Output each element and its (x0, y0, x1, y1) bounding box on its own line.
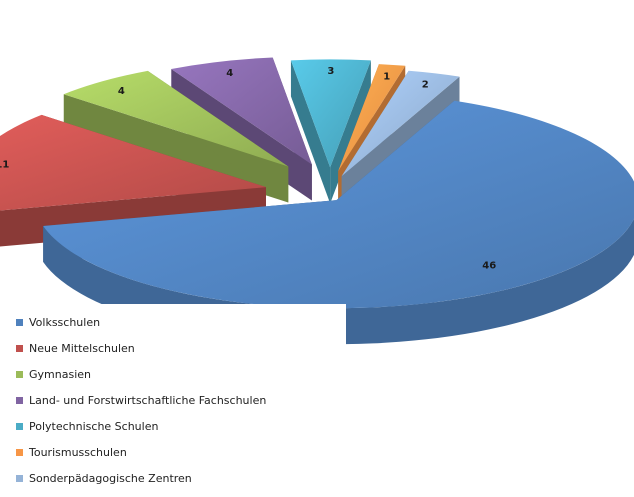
legend-item: Polytechnische Schulen (16, 416, 158, 436)
legend-item: Volksschulen (16, 312, 100, 332)
legend-label: Volksschulen (29, 315, 101, 329)
legend-item: Land- und Forstwirtschaftliche Fachschul… (16, 390, 266, 410)
slice-value-label-3: 4 (226, 68, 233, 79)
legend-swatch (16, 370, 23, 378)
chart-legend: Volksschulen Neue Mittelschulen Gymnasien L… (0, 304, 346, 497)
legend-item: Gymnasien (16, 364, 91, 384)
legend-item: Tourismusschulen (16, 442, 127, 462)
legend-item: Sonderpädagogische Zentren (16, 468, 192, 488)
legend-label: Polytechnische Schulen (29, 419, 159, 433)
legend-swatch (16, 344, 23, 352)
legend-swatch (16, 448, 23, 456)
legend-swatch (16, 474, 23, 482)
legend-label: Tourismusschulen (29, 445, 127, 459)
pie-slice-2 (63, 70, 289, 203)
slice-value-label-5: 1 (383, 71, 390, 82)
legend-label: Gymnasien (29, 367, 91, 381)
legend-label: Land- und Forstwirtschaftliche Fachschul… (29, 393, 267, 407)
legend-label: Sonderpädagogische Zentren (29, 471, 192, 485)
legend-swatch (16, 422, 23, 430)
legend-swatch (16, 396, 23, 404)
slice-value-label-2: 4 (118, 86, 125, 97)
slice-value-label-6: 2 (422, 80, 429, 91)
legend-swatch (16, 318, 23, 326)
legend-label: Neue Mittelschulen (29, 341, 135, 355)
legend-item: Neue Mittelschulen (16, 338, 135, 358)
slice-value-label-4: 3 (327, 66, 334, 77)
slice-value-label-1: 11 (0, 159, 9, 170)
slice-value-label-0: 46 (482, 260, 496, 271)
